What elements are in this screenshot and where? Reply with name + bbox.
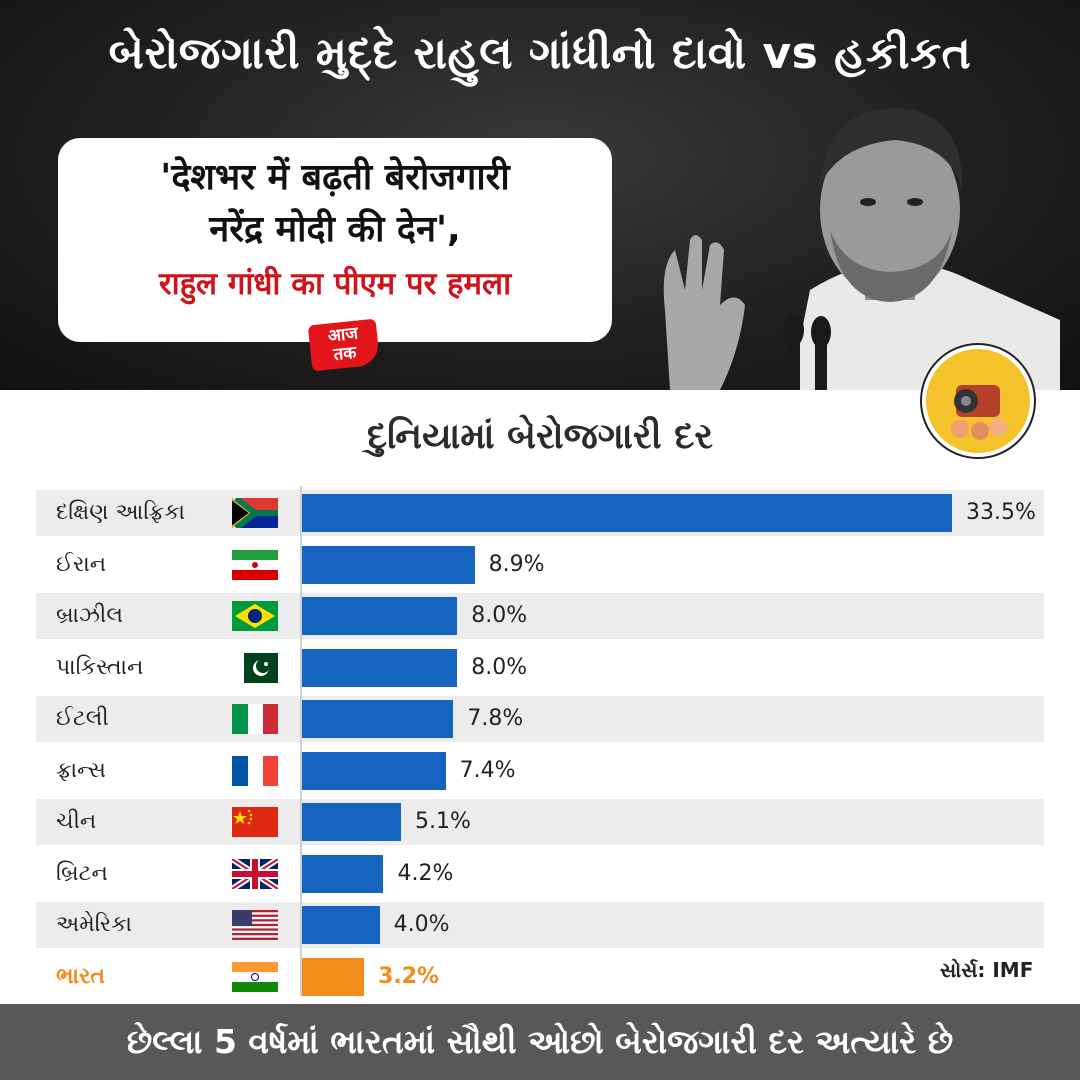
value-label: 33.5% (966, 500, 1036, 525)
value-label: 8.0% (471, 603, 528, 628)
row-stripe (36, 799, 1044, 845)
footer-caption: છેલ્લા 5 વર્ષમાં ભારતમાં સૌથી ઓછો બેરોજગ… (0, 1004, 1080, 1080)
bar (302, 854, 384, 893)
bar (302, 597, 458, 635)
bar (302, 545, 475, 584)
category-label: દક્ષિણ આફ્રિકા (56, 500, 186, 525)
category-label: પાકિસ્તાન (56, 654, 144, 680)
iran-flag-icon (232, 549, 278, 580)
brazil-flag-icon (232, 601, 278, 631)
quote-box: 'देशभर में बढ़ती बेरोजगारी नरेंद्र मोदी … (58, 138, 612, 342)
india-flag-icon (232, 961, 278, 992)
bar (302, 803, 401, 841)
value-label: 8.9% (488, 551, 545, 577)
pakistan-flag-icon (232, 652, 278, 683)
uk-flag-icon (232, 858, 278, 889)
category-label: ફ્રાન્સ (56, 757, 106, 783)
quote-subline: राहुल गांधी का पीएम पर हमला (158, 266, 512, 302)
value-label: 7.4% (459, 757, 516, 783)
value-label: 4.0% (393, 912, 450, 937)
bar (302, 751, 446, 790)
chart-title: દુનિયામાં બેરોજગારી દર (366, 416, 713, 457)
value-label: 7.8% (467, 706, 524, 731)
quote-line-1: 'देशभर में बढ़ती बेरोजगारी (160, 157, 510, 198)
row-stripe (36, 696, 1044, 742)
bar (302, 648, 458, 687)
category-label: બ્રિટન (56, 860, 108, 886)
china-flag-icon (232, 807, 278, 837)
italy-flag-icon (232, 704, 278, 734)
source-note: સોર્સ: IMF (940, 958, 1034, 982)
politician-photo (663, 108, 1060, 390)
value-label: 8.0% (471, 654, 528, 680)
category-label: બ્રાઝીલ (56, 603, 123, 628)
bar (302, 700, 454, 738)
category-label: ઈટલી (56, 706, 109, 731)
category-label: ભારત (56, 963, 105, 989)
category-label: ચીન (56, 809, 97, 834)
category-label: ઈરાન (56, 551, 107, 577)
value-label: 4.2% (397, 860, 454, 886)
category-label: અમેરિકા (56, 912, 133, 937)
chart-axis-line (300, 486, 302, 996)
bar (302, 957, 365, 996)
bar (302, 494, 952, 532)
channel-badge-icon (922, 345, 1034, 457)
row-stripe (36, 902, 1044, 948)
bar (302, 906, 380, 944)
row-stripe (36, 593, 1044, 639)
value-label: 5.1% (414, 809, 471, 834)
france-flag-icon (232, 755, 278, 786)
quote-line-2: नरेंद्र मोदी की देन', (209, 209, 461, 250)
headline: બેરોજગારી મુદ્દે રાહુલ ગાંધીનો દાવો vs હ… (108, 28, 972, 79)
usa-flag-icon (232, 910, 278, 940)
value-label: 3.2% (378, 963, 440, 989)
south-africa-flag-icon (232, 498, 278, 528)
top-banner: બેરોજગારી મુદ્દે રાહુલ ગાંધીનો દાવો vs હ… (0, 0, 1080, 390)
